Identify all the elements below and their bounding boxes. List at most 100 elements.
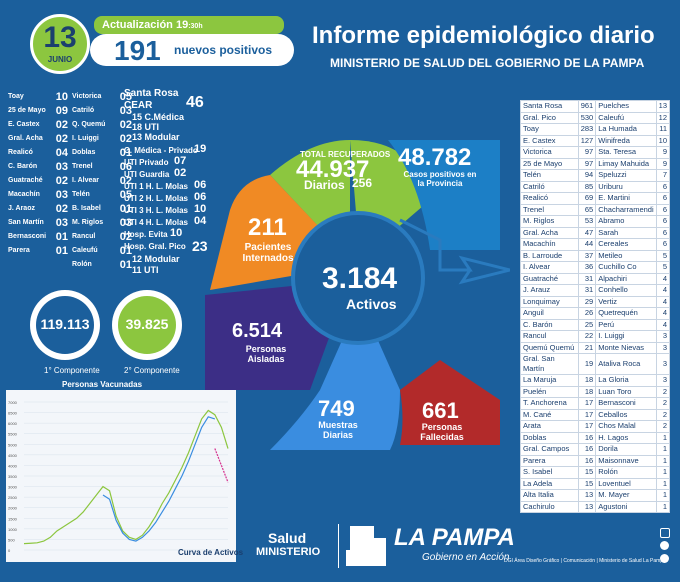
table-cell-value: 16 [577, 431, 597, 444]
department-value: 09 [55, 105, 68, 117]
brand-label: LA PAMPA [394, 524, 515, 551]
y-tick-label: 5500 [8, 432, 18, 437]
table-row: S. Isabel 15 Rolón 1 [520, 466, 671, 479]
department-value: 03 [55, 189, 68, 201]
table-cell-name: Catriló [520, 180, 579, 193]
table-cell-value: 6 [655, 203, 671, 216]
table-row: Gral. Pico 530 Caleufú 12 [520, 111, 671, 124]
department-row: Q. Quemú 02 [72, 118, 132, 132]
arrow-icon [399, 218, 510, 285]
table-row: Toay 283 La Humada 11 [520, 123, 671, 136]
province-map-icon [36, 296, 94, 354]
table-cell-name: Quemú Quemú [520, 341, 579, 354]
second-component-label: 2° Componente [124, 366, 180, 375]
table-cell-name: Luan Toro [595, 385, 657, 398]
first-component-circle: 119.113 [30, 290, 100, 360]
table-row: Gral. Acha 47 Sarah 6 [520, 226, 671, 239]
deceased-label: Personas Fallecidas [420, 422, 464, 442]
instagram-icon[interactable] [660, 528, 670, 538]
divider [338, 524, 339, 568]
active-center [291, 211, 425, 345]
department-row: Bernasconi 01 [8, 230, 68, 244]
date-month: JUNIO [47, 55, 73, 64]
table-row: Guatraché 31 Alpachiri 4 [520, 272, 671, 285]
table-cell-value: 1 [655, 477, 671, 490]
department-value: 02 [55, 119, 68, 131]
hospitalized-label: Pacientes Internados [242, 242, 294, 264]
twitter-icon[interactable] [660, 554, 669, 563]
table-row: Alta Italia 13 M. Mayer 1 [520, 489, 671, 502]
department-row: Gral. Acha 02 [8, 132, 68, 146]
second-component-value: 39.825 [125, 316, 169, 332]
y-tick-label: 1000 [8, 527, 18, 532]
table-row: B. Larroude 37 Metileo 5 [520, 249, 671, 262]
table-cell-name: Speluzzi [595, 169, 657, 182]
table-cell-value: 4 [655, 272, 671, 285]
table-cell-value: 1 [655, 466, 671, 479]
table-cell-name: Realicó [520, 192, 579, 205]
modular-label: 13 Modular [132, 132, 180, 142]
department-value: 03 [55, 161, 68, 173]
department-row: B. Isabel 01 [72, 202, 132, 216]
uti4-label: UTI 4 H. L. Molas [124, 218, 189, 227]
table-cell-value: 3 [655, 330, 671, 343]
department-name: M. Riglos [72, 219, 104, 226]
active-label: Activos [346, 296, 397, 312]
table-cell-value: 9 [655, 157, 671, 170]
department-row: San Martín 03 [8, 216, 68, 230]
table-cell-name: I. Luiggi [595, 330, 657, 343]
table-cell-value: 44 [577, 238, 597, 251]
table-cell-value: 22 [577, 330, 597, 343]
facebook-icon[interactable] [660, 541, 669, 550]
table-cell-name: Parera [520, 454, 579, 467]
table-cell-value: 961 [577, 100, 597, 113]
uti1-label: UTI 1 H. L. Molas [124, 182, 189, 191]
table-cell-name: Agustoni [595, 500, 657, 513]
table-cell-name: Ceballos [595, 408, 657, 421]
table-cell-name: Lonquimay [520, 295, 579, 308]
table-cell-value: 19 [577, 353, 597, 375]
department-value: 02 [55, 203, 68, 215]
gral-pico-value: 23 [192, 238, 208, 254]
table-cell-name: E. Castex [520, 134, 579, 147]
table-row: E. Castex 127 Winifreda 10 [520, 134, 671, 147]
table-cell-value: 31 [577, 284, 597, 297]
department-name: J. Araoz [8, 205, 35, 212]
table-row: Realicó 69 E. Martini 6 [520, 192, 671, 205]
department-name: Parera [8, 247, 30, 254]
vaccination-chart: 7000650060005500500045004000350030002500… [6, 390, 236, 562]
stats-wheel [205, 140, 510, 450]
table-cell-name: La Gloria [595, 374, 657, 387]
table-cell-value: 97 [577, 157, 597, 170]
table-cell-value: 15 [577, 477, 597, 490]
department-row: Guatraché 02 [8, 174, 68, 188]
table-cell-name: S. Isabel [520, 466, 579, 479]
table-cell-name: Gral. San Martín [520, 353, 579, 375]
table-cell-name: Cuchillo Co [595, 261, 657, 274]
table-cell-name: Anguil [520, 307, 579, 320]
table-cell-name: Sta. Teresa [595, 146, 657, 159]
pico-uti-label: 11 UTI [132, 265, 159, 275]
table-cell-name: H. Lagos [595, 431, 657, 444]
table-cell-name: Vertiz [595, 295, 657, 308]
deceased-value: 661 [422, 398, 459, 423]
deceased-segment [400, 360, 500, 445]
table-cell-value: 17 [577, 408, 597, 421]
table-cell-name: J. Arauz [520, 284, 579, 297]
table-cell-name: Toay [520, 123, 579, 136]
department-name: Bernasconi [8, 233, 47, 240]
y-tick-label: 4000 [8, 463, 18, 468]
tagline-label: Gobierno en Acción [422, 552, 510, 563]
department-value: 01 [119, 203, 132, 215]
table-cell-value: 1 [655, 489, 671, 502]
samples-label: Muestras Diarias [318, 420, 358, 440]
table-row: Puelén 18 Luan Toro 2 [520, 385, 671, 398]
department-row: E. Castex 02 [8, 118, 68, 132]
table-cell-name: 25 de Mayo [520, 157, 579, 170]
uti3-value: 10 [194, 203, 207, 215]
table-cell-value: 15 [577, 466, 597, 479]
page-subtitle: MINISTERIO DE SALUD DEL GOBIERNO DE LA P… [330, 56, 645, 70]
table-cell-value: 16 [577, 443, 597, 456]
department-name: Macachín [8, 191, 40, 198]
update-label: Actualización 19 [102, 19, 189, 31]
